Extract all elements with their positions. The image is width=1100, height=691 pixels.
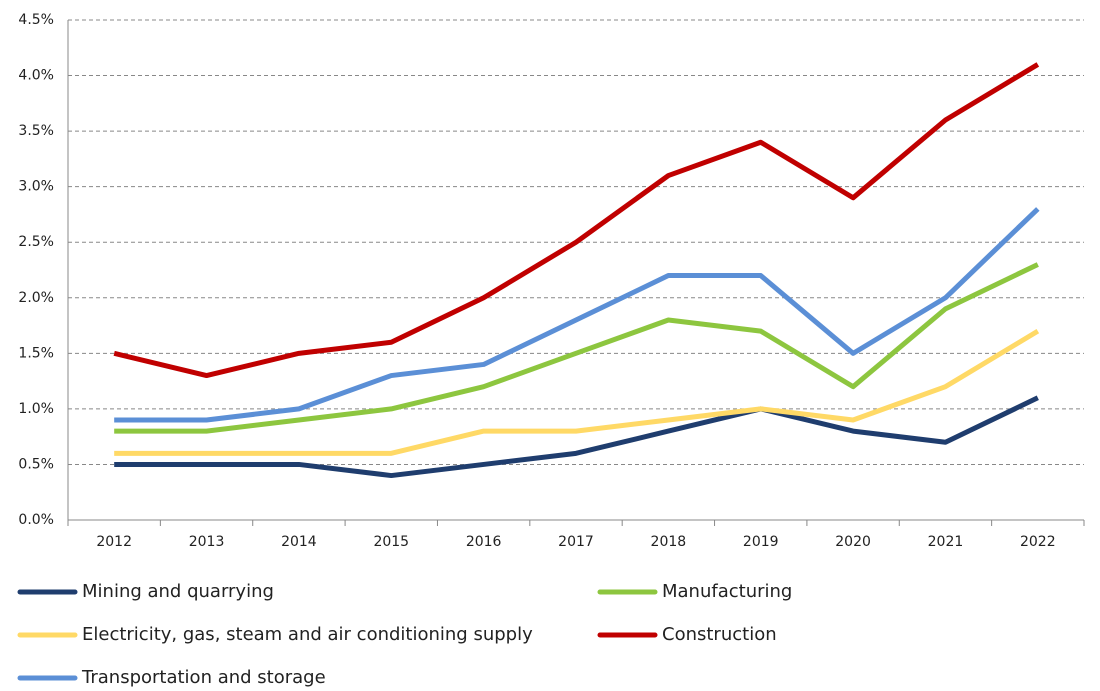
series-line [114, 395, 1039, 479]
legend-label: Electricity, gas, steam and air conditio… [82, 624, 533, 645]
x-tick-label: 2017 [558, 534, 594, 550]
series-line [114, 262, 1039, 434]
series-line [113, 62, 1040, 379]
y-tick-label: 4.0% [18, 68, 54, 84]
x-tick-label: 2013 [189, 534, 225, 550]
x-tick-label: 2016 [466, 534, 502, 550]
legend-label: Construction [662, 624, 777, 645]
x-tick-label: 2022 [1020, 534, 1056, 550]
series-line [114, 207, 1040, 423]
y-tick-label: 2.5% [18, 234, 54, 250]
y-tick-label: 3.5% [18, 123, 54, 139]
y-tick-label: 0.5% [18, 456, 54, 472]
y-tick-label: 0.0% [18, 512, 54, 528]
y-tick-label: 1.5% [18, 345, 54, 361]
x-tick-label: 2015 [373, 534, 409, 550]
y-tick-label: 1.0% [18, 401, 54, 417]
x-tick-label: 2019 [743, 534, 779, 550]
legend-label: Mining and quarrying [82, 581, 274, 602]
y-tick-label: 4.5% [18, 12, 54, 28]
x-tick-label: 2018 [651, 534, 687, 550]
y-tick-label: 3.0% [18, 179, 54, 195]
x-tick-label: 2012 [96, 534, 132, 550]
y-tick-label: 2.0% [18, 290, 54, 306]
legend-label: Manufacturing [662, 581, 792, 602]
legend-label: Transportation and storage [81, 667, 326, 688]
series-line [114, 328, 1040, 456]
x-tick-label: 2021 [928, 534, 964, 550]
x-tick-label: 2020 [835, 534, 871, 550]
x-tick-label: 2014 [281, 534, 317, 550]
